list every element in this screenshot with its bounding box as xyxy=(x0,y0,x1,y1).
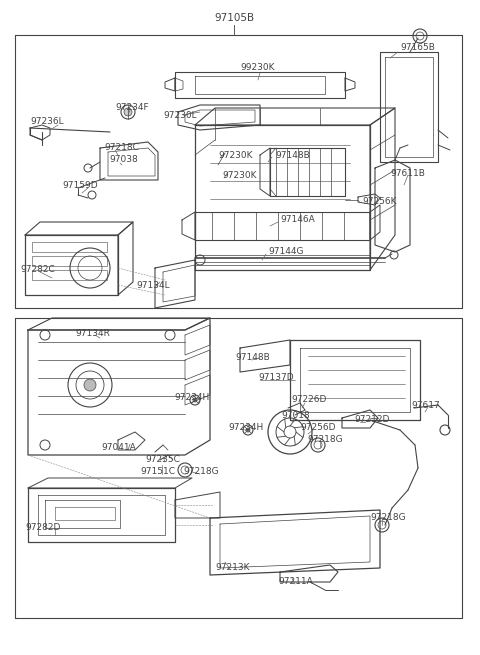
Text: 97282C: 97282C xyxy=(20,265,55,274)
Text: 97236L: 97236L xyxy=(30,117,64,126)
Text: 97105B: 97105B xyxy=(214,13,254,23)
Text: 97235C: 97235C xyxy=(145,455,180,464)
Text: 97234H: 97234H xyxy=(174,394,209,403)
Text: 97218G: 97218G xyxy=(307,436,343,445)
Text: 97256D: 97256D xyxy=(300,424,336,432)
Text: 97218C: 97218C xyxy=(104,143,139,153)
Text: 97144G: 97144G xyxy=(268,248,303,257)
Text: 97230L: 97230L xyxy=(163,111,197,119)
Text: 97234H: 97234H xyxy=(228,424,263,432)
Text: 97148B: 97148B xyxy=(275,151,310,160)
Text: 97159D: 97159D xyxy=(62,181,97,189)
Bar xyxy=(32,242,107,252)
Text: 97218G: 97218G xyxy=(370,514,406,523)
Text: 97230K: 97230K xyxy=(218,151,252,160)
Text: 97611B: 97611B xyxy=(390,168,425,178)
Text: 97234F: 97234F xyxy=(115,102,149,111)
Circle shape xyxy=(84,379,96,391)
Text: 97041A: 97041A xyxy=(101,443,136,453)
Circle shape xyxy=(246,428,250,432)
Text: 97213K: 97213K xyxy=(215,563,250,572)
Text: 97218G: 97218G xyxy=(183,468,218,476)
Text: 97212D: 97212D xyxy=(354,415,389,424)
Circle shape xyxy=(193,398,197,402)
Text: 97137D: 97137D xyxy=(258,373,294,383)
Bar xyxy=(32,270,107,280)
Text: 97038: 97038 xyxy=(109,155,138,164)
Text: 97165B: 97165B xyxy=(400,43,435,52)
Text: 97151C: 97151C xyxy=(140,468,175,476)
Text: 97018: 97018 xyxy=(281,411,310,419)
Text: 97617: 97617 xyxy=(411,400,440,409)
Circle shape xyxy=(124,108,132,116)
Text: 97230K: 97230K xyxy=(222,170,256,179)
Text: 97282D: 97282D xyxy=(25,523,60,531)
Text: 97211A: 97211A xyxy=(278,578,313,586)
Text: 97256K: 97256K xyxy=(362,198,396,206)
Bar xyxy=(32,256,107,266)
Text: 97146A: 97146A xyxy=(280,215,315,225)
Text: 97226D: 97226D xyxy=(291,396,326,405)
Text: 97134L: 97134L xyxy=(136,280,169,290)
Text: 97148B: 97148B xyxy=(235,354,270,362)
Text: 99230K: 99230K xyxy=(241,64,275,73)
Text: 97134R: 97134R xyxy=(75,329,110,337)
